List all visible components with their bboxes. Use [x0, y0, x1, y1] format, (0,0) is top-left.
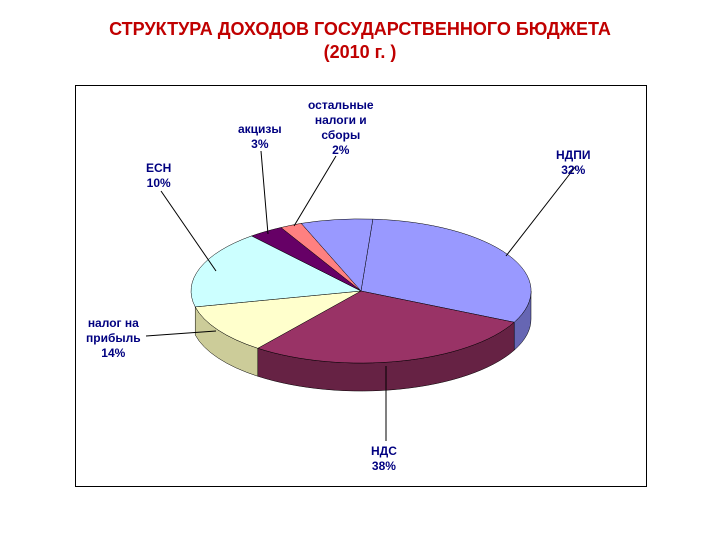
label-nds-pct: 38%	[372, 459, 396, 473]
leader-other	[294, 156, 336, 226]
label-profit-pct: 14%	[101, 346, 125, 360]
label-nds: НДС 38%	[371, 444, 397, 474]
leader-ndpi	[506, 166, 576, 256]
leader-excise	[261, 151, 268, 234]
label-ndpi-pct: 32%	[561, 163, 585, 177]
label-profit: налог на прибыль 14%	[86, 316, 141, 361]
label-esn-pct: 10%	[147, 176, 171, 190]
label-excise-name: акцизы	[238, 122, 282, 136]
label-other-l3: сборы	[321, 128, 360, 142]
chart-frame: НДПИ 32% НДС 38% налог на прибыль 14% ЕС…	[75, 85, 647, 487]
label-esn-name: ЕСН	[146, 161, 171, 175]
label-excise: акцизы 3%	[238, 122, 282, 152]
label-other-l1: остальные	[308, 98, 374, 112]
label-excise-pct: 3%	[251, 137, 268, 151]
label-nds-name: НДС	[371, 444, 397, 458]
label-other-pct: 2%	[332, 143, 349, 157]
label-profit-l2: прибыль	[86, 331, 141, 345]
label-other: остальные налоги и сборы 2%	[308, 98, 374, 158]
label-ndpi-name: НДПИ	[556, 148, 590, 162]
title-line1: СТРУКТУРА ДОХОДОВ ГОСУДАРСТВЕННОГО БЮДЖЕ…	[109, 19, 611, 39]
label-other-l2: налоги и	[315, 113, 367, 127]
page-title: СТРУКТУРА ДОХОДОВ ГОСУДАРСТВЕННОГО БЮДЖЕ…	[0, 0, 720, 65]
label-profit-l1: налог на	[88, 316, 139, 330]
leader-esn	[161, 191, 216, 271]
label-ndpi: НДПИ 32%	[556, 148, 590, 178]
label-esn: ЕСН 10%	[146, 161, 171, 191]
title-line2: (2010 г. )	[324, 42, 397, 62]
